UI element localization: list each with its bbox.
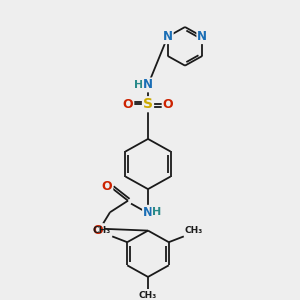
Text: CH₃: CH₃ bbox=[185, 226, 203, 236]
Text: N: N bbox=[197, 30, 207, 43]
Text: CH₃: CH₃ bbox=[139, 291, 157, 300]
Text: N: N bbox=[143, 78, 153, 92]
Text: N: N bbox=[143, 206, 153, 219]
Text: N: N bbox=[163, 30, 173, 43]
Text: O: O bbox=[102, 180, 112, 193]
Text: CH₃: CH₃ bbox=[93, 226, 111, 236]
Text: O: O bbox=[123, 98, 133, 111]
Text: S: S bbox=[143, 97, 153, 111]
Text: H: H bbox=[134, 80, 144, 90]
Text: H: H bbox=[152, 207, 162, 217]
Text: O: O bbox=[163, 98, 173, 111]
Text: O: O bbox=[93, 224, 103, 237]
